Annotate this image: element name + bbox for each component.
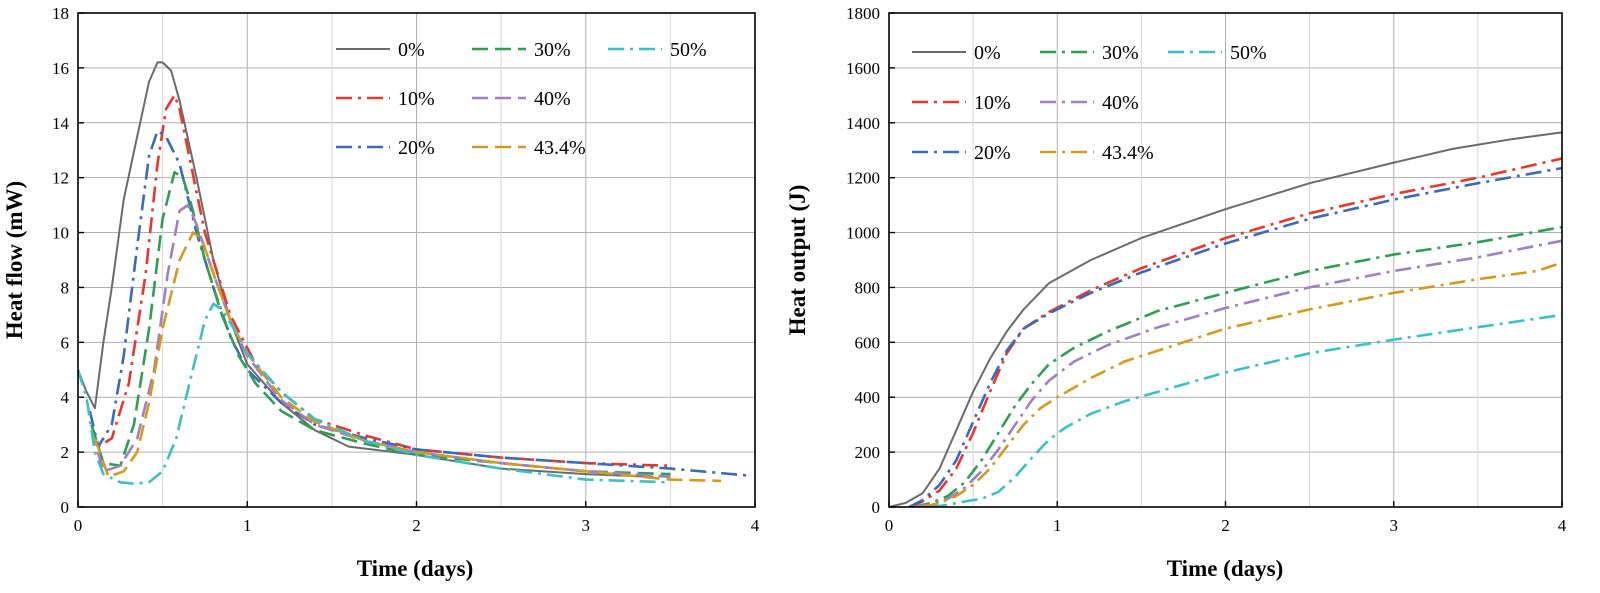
series-line-50pct <box>78 302 671 486</box>
series-line-30pct <box>90 170 671 476</box>
legend-label-10pct: 10% <box>398 88 435 110</box>
x-axis-title: Time (days) <box>1167 556 1284 581</box>
y-tick-label: 0 <box>872 498 881 517</box>
y-tick-label: 1800 <box>846 4 880 23</box>
series-line-50pct <box>930 313 1562 507</box>
x-tick-label: 0 <box>74 516 83 535</box>
legend-label-30pct: 30% <box>534 39 571 61</box>
x-axis-title: Time (days) <box>357 556 474 581</box>
legend-label-30pct: 30% <box>1102 42 1139 64</box>
y-tick-label: 1000 <box>846 224 880 243</box>
y-tick-label: 6 <box>61 333 70 352</box>
x-tick-label: 1 <box>1053 516 1062 535</box>
y-tick-label: 1400 <box>846 114 880 133</box>
series-line-0pct <box>78 61 654 478</box>
y-tick-label: 2 <box>61 443 70 462</box>
legend-label-0pct: 0% <box>974 42 1001 64</box>
series-line-40pct <box>913 239 1562 507</box>
y-tick-label: 8 <box>61 278 70 297</box>
y-tick-label: 400 <box>855 388 881 407</box>
x-tick-label: 2 <box>412 516 421 535</box>
series-line-43-4pct <box>93 231 722 483</box>
legend-label-0pct: 0% <box>398 39 425 61</box>
legend-label-40pct: 40% <box>534 88 571 110</box>
series-line-10pct <box>908 157 1562 507</box>
y-tick-label: 14 <box>52 114 70 133</box>
x-tick-label: 2 <box>1221 516 1230 535</box>
x-tick-label: 3 <box>582 516 591 535</box>
legend-label-43-4pct: 43.4% <box>1102 142 1154 164</box>
y-tick-label: 0 <box>61 498 70 517</box>
legend-label-20pct: 20% <box>398 137 435 159</box>
series-line-0pct <box>889 131 1562 507</box>
y-tick-label: 600 <box>855 333 881 352</box>
y-tick-label: 10 <box>52 224 69 243</box>
legend-label-50pct: 50% <box>670 39 707 61</box>
legend-label-40pct: 40% <box>1102 92 1139 114</box>
series-line-10pct <box>90 94 671 468</box>
x-tick-label: 0 <box>885 516 894 535</box>
y-tick-label: 1600 <box>846 59 880 78</box>
series-line-30pct <box>913 225 1562 507</box>
y-tick-label: 200 <box>855 443 881 462</box>
legend-label-20pct: 20% <box>974 142 1011 164</box>
y-axis-title: Heat output (J) <box>785 185 810 336</box>
y-tick-label: 800 <box>855 278 881 297</box>
series-line-40pct <box>90 203 671 479</box>
series-line-20pct <box>88 129 747 477</box>
right-chart-heat-output: 0 1 2 3 4 0 200 400 600 800 1000 1200 1400 1600 1800 Ti… <box>785 4 1567 581</box>
legend: 0% 30% 50% 10% 40% 20% 43.4% <box>912 42 1267 164</box>
y-tick-label: 18 <box>52 4 69 23</box>
legend: 0% 30% 50% 10% 40% 20% 43.4% <box>336 39 707 159</box>
x-tick-label: 3 <box>1390 516 1399 535</box>
legend-label-10pct: 10% <box>974 92 1011 114</box>
x-tick-label: 4 <box>1558 516 1567 535</box>
series-line-20pct <box>908 166 1562 507</box>
y-tick-label: 4 <box>61 388 70 407</box>
x-tick-label: 1 <box>243 516 252 535</box>
y-tick-label: 1200 <box>846 169 880 188</box>
y-tick-label: 12 <box>52 169 69 188</box>
x-tick-label: 4 <box>751 516 760 535</box>
legend-label-43-4pct: 43.4% <box>534 137 586 159</box>
y-axis-title: Heat flow (mW) <box>2 181 27 339</box>
legend-label-50pct: 50% <box>1230 42 1267 64</box>
series-line-43-4pct <box>922 261 1562 507</box>
y-tick-label: 16 <box>52 59 69 78</box>
